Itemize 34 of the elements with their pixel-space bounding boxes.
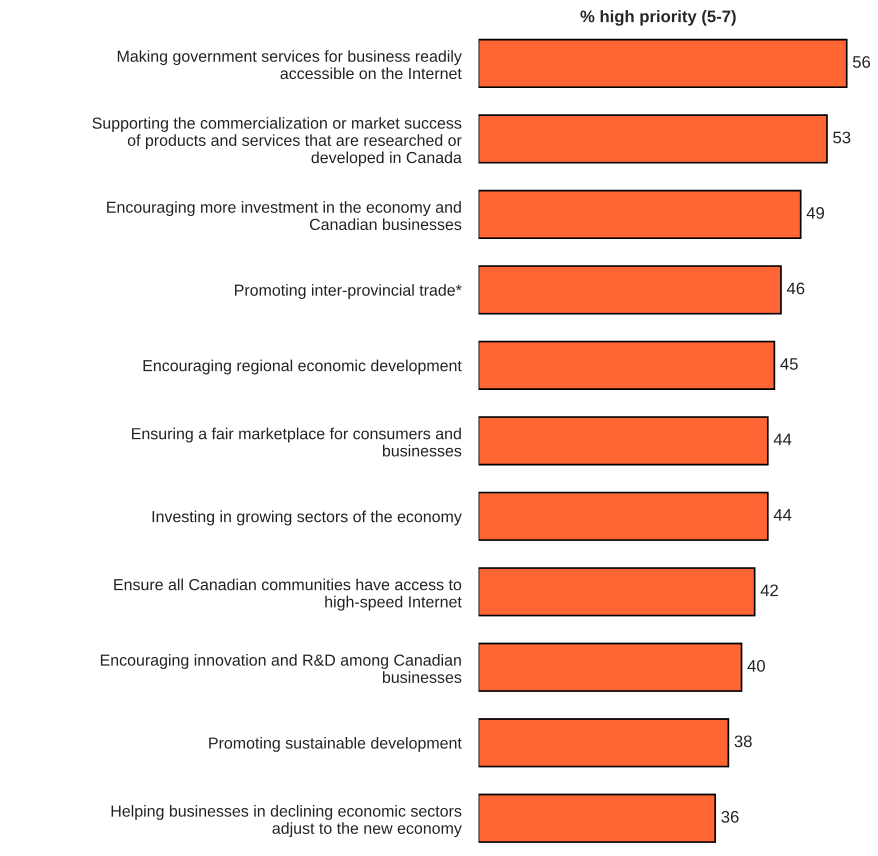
data-label: 56: [852, 56, 870, 68]
y-tick-label: Promoting sustainable development: [209, 736, 462, 752]
data-label: 49: [806, 207, 824, 219]
bar: [478, 567, 756, 616]
y-tick-label: Encouraging regional economic development: [144, 360, 462, 374]
data-label: 46: [786, 282, 804, 294]
bar: [478, 794, 716, 843]
chart-title: % high priority (5-7): [580, 10, 736, 26]
y-tick-label: Supporting the commercialization or market success of products and services that are researched or developed in Canada: [92, 117, 462, 166]
data-label: 42: [760, 584, 778, 596]
bar: [478, 492, 769, 541]
bar: [478, 38, 848, 88]
bar: [478, 114, 828, 164]
bar: [478, 642, 742, 692]
bar: [478, 265, 782, 314]
y-tick-label: Ensure all Canadian communities have access to high-speed Internet: [114, 578, 462, 611]
y-tick-label: Investing in growing sectors of the economy: [152, 510, 462, 526]
y-tick-label: Ensuring a fair marketplace for consumers and businesses: [132, 428, 462, 457]
bar: [478, 190, 802, 239]
data-label: 38: [734, 735, 752, 748]
data-label: 44: [774, 509, 792, 521]
y-tick-label: Helping businesses in declining economic sectors adjust to the new economy: [112, 805, 462, 838]
data-label: 45: [780, 358, 798, 370]
y-tick-label: Encouraging innovation and R&D among Canadian businesses: [100, 654, 462, 683]
bar: [478, 718, 730, 768]
bar: [478, 340, 776, 390]
data-label: 40: [747, 660, 765, 672]
bar: [478, 416, 769, 466]
y-tick-label: Encouraging more investment in the economy and Canadian businesses: [107, 201, 462, 230]
data-label: 44: [774, 434, 792, 446]
y-tick-label: Promoting inter-provincial trade*: [235, 284, 462, 299]
data-label: 53: [833, 132, 850, 144]
y-tick-label: Making government services for business readily accessible on the Internet: [118, 50, 462, 80]
data-label: 36: [721, 810, 739, 823]
